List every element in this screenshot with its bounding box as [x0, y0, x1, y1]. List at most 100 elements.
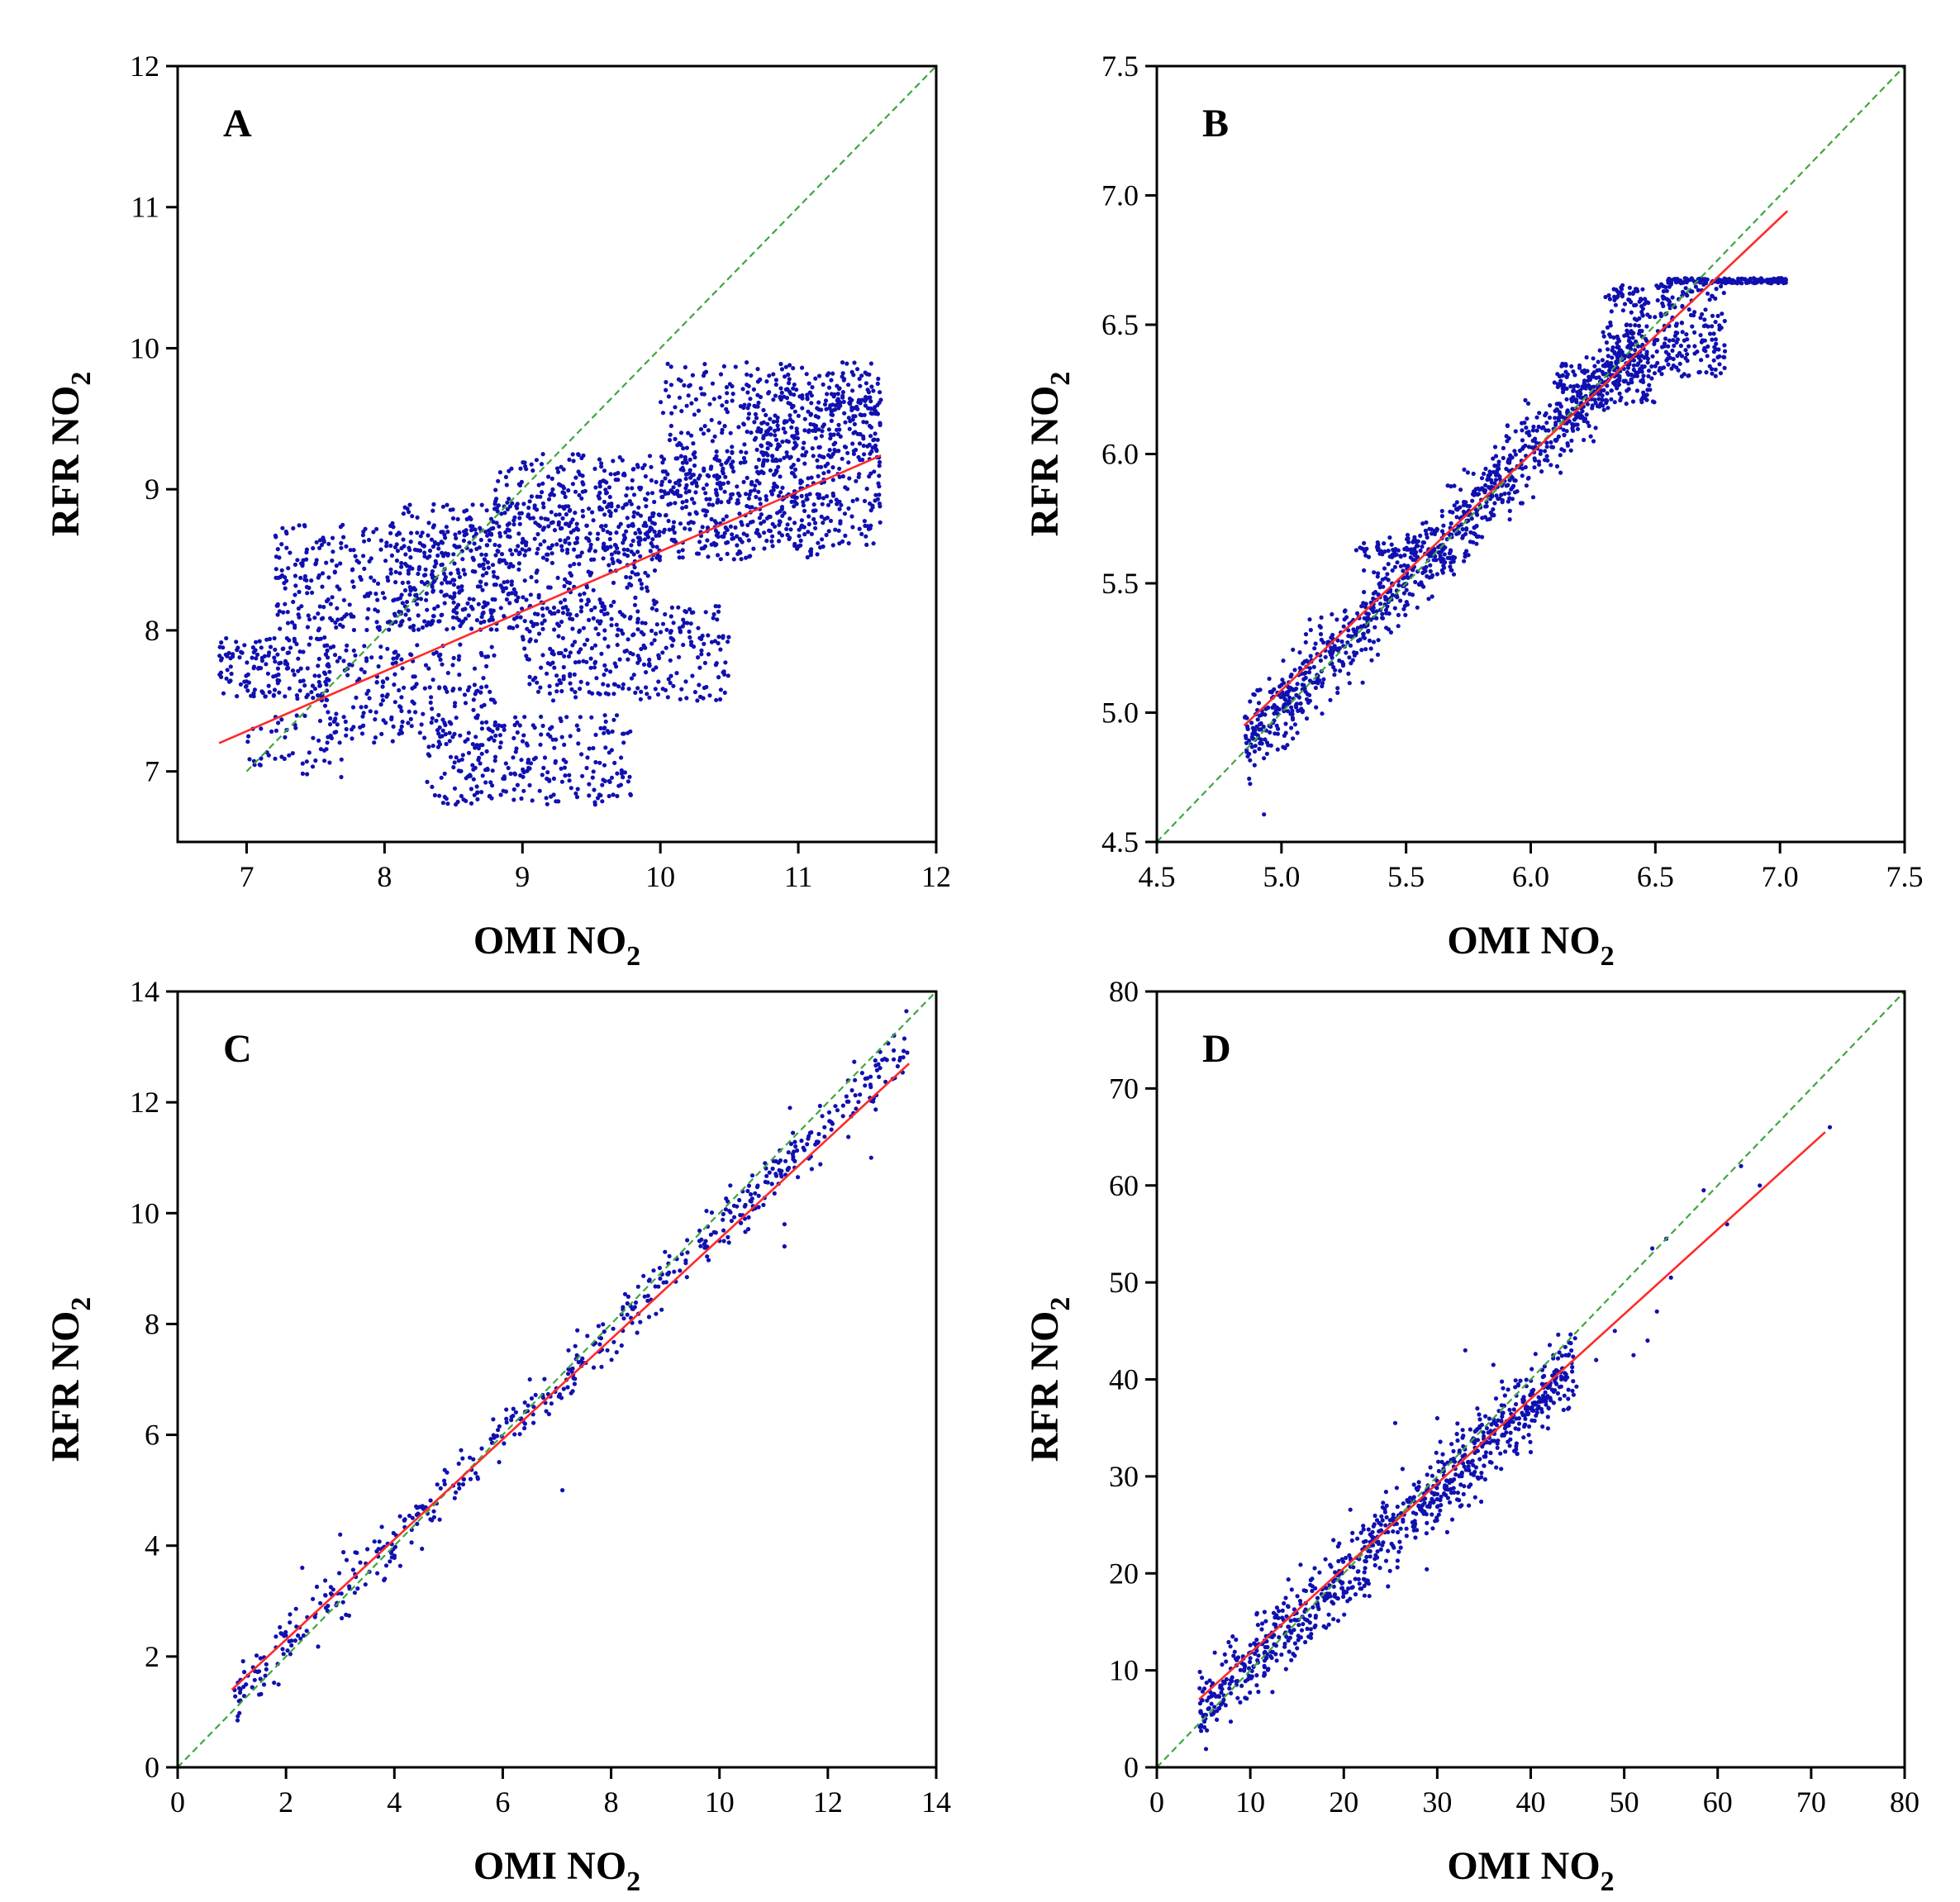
data-point	[335, 617, 340, 622]
data-point	[574, 1353, 579, 1358]
data-point	[628, 615, 633, 620]
data-point	[497, 1424, 502, 1429]
data-point	[547, 683, 552, 689]
data-point	[457, 673, 462, 678]
data-point	[1609, 388, 1614, 393]
data-point	[1646, 300, 1651, 306]
data-point	[1404, 587, 1409, 592]
data-point	[836, 422, 841, 427]
data-point	[1341, 624, 1346, 629]
data-point	[614, 622, 619, 627]
data-point	[1590, 406, 1595, 411]
data-point	[415, 515, 420, 521]
data-point	[1591, 374, 1596, 379]
data-point	[307, 642, 312, 647]
data-point	[464, 531, 469, 536]
data-point	[362, 566, 367, 572]
data-point	[459, 757, 464, 762]
data-point	[1605, 359, 1610, 364]
data-point	[614, 713, 620, 718]
data-point	[840, 360, 845, 365]
data-point	[304, 759, 309, 764]
data-point	[1389, 542, 1394, 547]
data-point	[277, 555, 282, 560]
data-point	[471, 707, 476, 712]
data-point	[1489, 478, 1494, 483]
data-point	[813, 423, 818, 428]
data-point	[1571, 369, 1576, 374]
data-point	[1719, 283, 1724, 289]
data-point	[300, 761, 305, 766]
data-point	[1698, 333, 1703, 338]
data-point	[290, 751, 295, 756]
data-point	[1249, 720, 1254, 725]
data-point	[1634, 388, 1639, 393]
data-point	[567, 773, 572, 777]
data-point	[752, 487, 757, 492]
data-point	[1342, 609, 1347, 614]
data-point	[787, 516, 792, 521]
data-point	[419, 722, 424, 727]
data-point	[413, 710, 418, 715]
data-point	[1558, 470, 1563, 475]
data-point	[373, 710, 378, 715]
data-point	[1472, 525, 1477, 530]
data-point	[773, 459, 778, 464]
data-point	[704, 483, 709, 487]
data-point	[759, 521, 764, 526]
data-point	[352, 1591, 357, 1595]
data-point	[605, 505, 610, 510]
data-point	[489, 615, 494, 620]
data-point	[850, 498, 855, 504]
data-point	[502, 580, 507, 585]
data-point	[626, 547, 630, 553]
data-point	[1392, 606, 1397, 611]
data-point	[471, 1457, 476, 1462]
data-point	[429, 537, 435, 542]
data-point	[748, 397, 753, 402]
data-point	[1386, 627, 1392, 632]
data-point	[1679, 354, 1685, 359]
data-point	[397, 687, 402, 693]
data-point	[499, 511, 504, 516]
data-point	[322, 635, 327, 640]
data-point	[577, 659, 582, 664]
data-point	[1402, 603, 1407, 608]
data-point	[576, 469, 581, 474]
x-tick-label: 4.5	[1139, 860, 1176, 893]
data-point	[497, 558, 502, 563]
data-point	[567, 581, 573, 586]
data-point	[1639, 369, 1644, 374]
data-point	[538, 685, 543, 690]
data-point	[749, 489, 754, 494]
data-point	[224, 676, 229, 681]
data-point	[597, 1342, 602, 1347]
data-point	[373, 607, 378, 612]
data-point	[639, 582, 645, 587]
data-point	[450, 615, 456, 620]
data-point	[465, 601, 470, 606]
data-point	[755, 379, 761, 384]
data-point	[1303, 689, 1308, 694]
data-point	[840, 371, 845, 376]
data-point	[650, 537, 655, 542]
data-point	[1307, 617, 1312, 622]
data-point	[1306, 700, 1311, 706]
data-point	[529, 462, 534, 467]
data-point	[1708, 331, 1713, 336]
data-point	[218, 670, 224, 675]
data-point	[720, 403, 725, 408]
data-point	[735, 497, 740, 503]
data-point	[542, 618, 547, 623]
data-point	[1661, 303, 1666, 308]
data-point	[491, 525, 496, 531]
data-point	[377, 1539, 382, 1544]
data-point	[824, 532, 829, 538]
data-point	[1497, 477, 1502, 482]
data-point	[409, 653, 414, 658]
data-point	[1312, 646, 1317, 651]
data-point	[756, 457, 762, 463]
data-point	[1607, 297, 1612, 302]
data-point	[716, 553, 721, 558]
data-point	[534, 570, 539, 575]
